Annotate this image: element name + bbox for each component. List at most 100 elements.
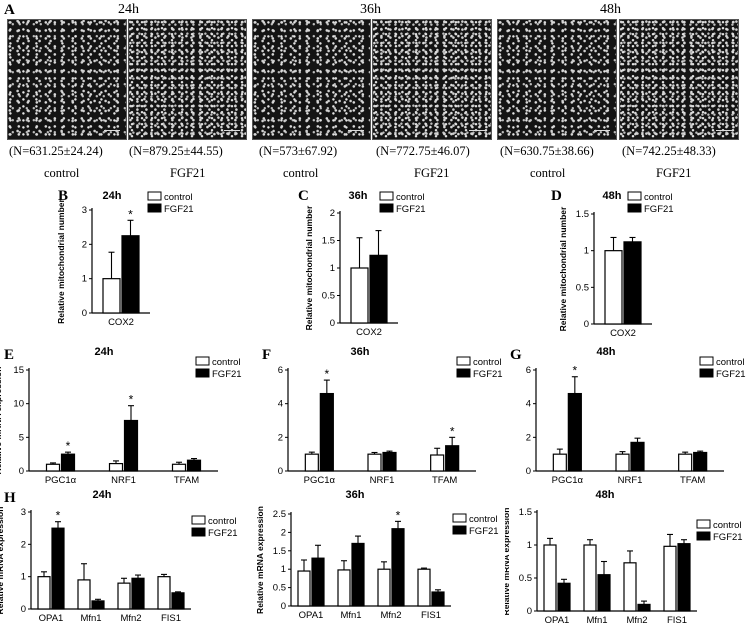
bar-control — [377, 568, 391, 607]
y-axis-label: Relative mitochondrial number — [558, 206, 568, 331]
legend-swatch-control — [191, 515, 206, 525]
bar-fgf21 — [677, 543, 691, 612]
bar-control — [604, 250, 623, 325]
legend-label: FGF21 — [396, 204, 426, 215]
time-head-24h: 24h — [118, 2, 139, 17]
x-tick-label: Mfn2 — [120, 613, 141, 624]
y-tick-label: 0 — [21, 604, 26, 615]
bar-control — [552, 453, 567, 472]
chart-b-24h: 24h Relative mitochondrial number 0 1 2 3 * COX… — [56, 190, 194, 328]
y-tick-label: 6 — [526, 365, 531, 376]
group-label-36h-control: control — [283, 166, 319, 180]
legend-swatch-control — [379, 191, 394, 201]
bar-control — [417, 568, 431, 607]
y-tick-label: 0 — [281, 601, 286, 612]
cell-count-48h-control: (N=630.75±38.66) — [500, 144, 594, 158]
y-axis-label: Relative mRNA expression — [505, 508, 511, 616]
legend-label: control — [396, 192, 425, 203]
x-tick-label: FIS1 — [667, 615, 687, 626]
y-tick-label: 1.5 — [322, 236, 335, 247]
micrograph-24h-control — [7, 19, 127, 140]
bar-fgf21 — [131, 577, 145, 610]
bar-control — [583, 544, 597, 612]
y-axis-label: Relative mitochondrial number — [304, 205, 314, 330]
bar-control — [430, 454, 445, 472]
x-tick-label: PGC1α — [552, 475, 584, 486]
y-tick-label: 1 — [82, 274, 87, 285]
cell-count-48h-fgf21: (N=742.25±48.33) — [622, 144, 716, 158]
bar-fgf21 — [121, 235, 140, 314]
y-tick-label: 0 — [19, 466, 24, 477]
time-head-48h: 48h — [600, 2, 621, 17]
y-axis-label: Relative mRNA expression — [0, 507, 5, 615]
x-tick-label: Mfn1 — [586, 615, 607, 626]
x-tick-label: OPA1 — [39, 613, 64, 624]
bar-control — [157, 576, 171, 610]
micrograph-48h-fgf21 — [619, 19, 739, 140]
panel-letter-c: C — [298, 188, 309, 204]
chart-h-36h: 36h Relative mRNA expression 0 0.5 1 1.5 2 2.5 O… — [255, 489, 499, 621]
chart-d-48h: 48h Relative mitochondrial number 0 0.5 1 1.5… — [558, 190, 674, 339]
y-tick-label: 2 — [526, 432, 531, 443]
y-tick-label: 1 — [21, 572, 26, 583]
chart-h-48h: 48h Relative mRNA expression 0 0.5 1 1.5 OPA1 M… — [505, 489, 743, 626]
y-tick-label: 2 — [278, 432, 283, 443]
y-axis-label: Relative mRNA expression — [0, 367, 3, 475]
legend-label: FGF21 — [473, 369, 503, 380]
legend-swatch-fgf21 — [147, 203, 162, 213]
legend-swatch-control — [147, 191, 162, 201]
chart-title: 48h — [596, 489, 615, 501]
bar-fgf21 — [382, 451, 397, 472]
y-tick-label: 0.5 — [576, 282, 589, 293]
significance-marker: * — [56, 509, 61, 523]
cell-count-36h-fgf21: (N=772.75±46.07) — [376, 144, 470, 158]
significance-marker: * — [396, 508, 401, 522]
bar-control — [117, 582, 131, 610]
y-tick-label: 1 — [330, 263, 335, 274]
y-tick-label: 0 — [584, 319, 589, 330]
legend-label: control — [644, 192, 673, 203]
y-tick-label: 0.5 — [519, 573, 532, 584]
y-tick-label: 2 — [82, 239, 87, 250]
significance-marker: * — [324, 367, 329, 381]
y-tick-label: 15 — [13, 365, 24, 376]
x-tick-label: NRF1 — [111, 475, 136, 486]
bar-fgf21 — [369, 254, 388, 324]
y-tick-label: 0 — [330, 318, 335, 329]
x-tick-label: COX2 — [108, 317, 134, 328]
bar-fgf21 — [319, 392, 334, 472]
chart-title: 36h — [346, 489, 365, 501]
legend-label: control — [208, 516, 237, 527]
bar-fgf21 — [391, 528, 405, 607]
chart-title: 24h — [95, 346, 114, 358]
significance-marker: * — [450, 424, 455, 438]
bar-fgf21 — [351, 542, 365, 607]
significance-marker: * — [572, 364, 577, 378]
y-tick-label: 0.5 — [322, 291, 335, 302]
legend-label: control — [713, 520, 742, 531]
y-tick-label: 4 — [526, 399, 531, 410]
bar-fgf21 — [637, 603, 651, 612]
y-axis-label: Relative mRNA expression — [255, 506, 265, 614]
legend-swatch-control — [456, 356, 471, 366]
time-head-36h: 36h — [360, 2, 381, 17]
legend-label: FGF21 — [469, 526, 499, 537]
x-tick-label: FIS1 — [421, 610, 441, 621]
bar-control — [337, 569, 351, 607]
legend-label: control — [164, 192, 193, 203]
panel-letter-h: H — [4, 490, 16, 506]
micrograph-48h-control — [497, 19, 617, 140]
legend-swatch-control — [627, 191, 642, 201]
y-tick-label: 0 — [526, 466, 531, 477]
x-tick-label: TFAM — [432, 475, 457, 486]
legend-swatch-control — [699, 356, 714, 366]
y-tick-label: 3 — [21, 507, 26, 518]
bar-fgf21 — [445, 445, 460, 472]
legend-label: control — [212, 357, 241, 368]
x-tick-label: OPA1 — [299, 610, 324, 621]
chart-title: 24h — [103, 190, 122, 202]
legend-swatch-fgf21 — [191, 527, 206, 537]
x-tick-label: TFAM — [174, 475, 199, 486]
y-tick-label: 0 — [278, 466, 283, 477]
